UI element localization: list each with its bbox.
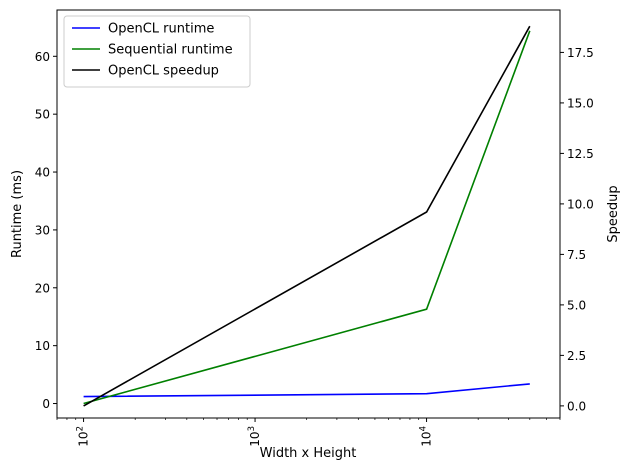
y2-tick-label: 2.5 bbox=[567, 349, 586, 363]
plot-frame bbox=[56, 9, 561, 419]
legend-label: OpenCL runtime bbox=[108, 22, 214, 37]
legend: OpenCL runtime Sequential runtime OpenCL s… bbox=[63, 15, 251, 88]
right-y-axis-label: Speedup bbox=[606, 185, 621, 242]
y2-tick-label: 7.5 bbox=[567, 248, 586, 262]
y-tick-label: 60 bbox=[35, 50, 50, 64]
right-y-axis: 0.0 2.5 5.0 7.5 10.0 12.5 15.0 17.5 bbox=[560, 46, 594, 413]
x-axis: 102 103 104 bbox=[56, 418, 561, 447]
series-line bbox=[83, 383, 530, 398]
x-tick-label: 103 bbox=[247, 426, 262, 447]
series-line bbox=[83, 25, 531, 407]
legend-label: Sequential runtime bbox=[108, 43, 233, 58]
y-tick-label: 20 bbox=[35, 281, 50, 295]
series-line bbox=[83, 30, 531, 405]
left-y-axis-label: Runtime (ms) bbox=[10, 170, 25, 258]
y2-tick-label: 12.5 bbox=[567, 147, 594, 161]
plot-area bbox=[56, 9, 561, 419]
y2-tick-label: 10.0 bbox=[567, 197, 594, 211]
left-y-axis: 0 10 20 30 40 50 60 bbox=[35, 50, 57, 411]
y-tick-label: 40 bbox=[35, 166, 50, 180]
x-axis-label: Width x Height bbox=[260, 446, 357, 461]
y2-tick-label: 15.0 bbox=[567, 96, 594, 110]
y-tick-label: 10 bbox=[35, 339, 50, 353]
y2-tick-label: 0.0 bbox=[567, 399, 586, 413]
legend-label: OpenCL speedup bbox=[108, 64, 219, 79]
legend-frame bbox=[63, 15, 251, 88]
y-tick-label: 50 bbox=[35, 108, 50, 122]
y-tick-label: 0 bbox=[42, 397, 50, 411]
series-layer bbox=[83, 25, 531, 407]
y-tick-label: 30 bbox=[35, 223, 50, 237]
y2-tick-label: 5.0 bbox=[567, 298, 586, 312]
x-tick-label: 102 bbox=[76, 426, 91, 447]
y2-tick-label: 17.5 bbox=[567, 46, 594, 60]
x-tick-label: 104 bbox=[419, 426, 434, 447]
